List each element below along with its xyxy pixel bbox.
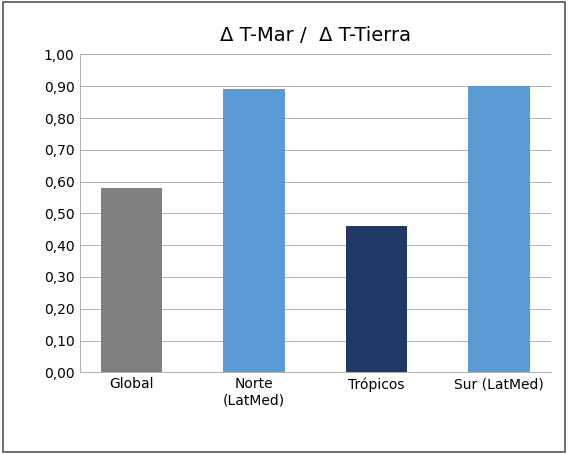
Bar [346,226,407,372]
Bar [468,86,529,372]
Title: Δ T-Mar /  Δ T-Tierra: Δ T-Mar / Δ T-Tierra [220,25,411,44]
Bar [101,188,162,372]
Bar [223,89,285,372]
